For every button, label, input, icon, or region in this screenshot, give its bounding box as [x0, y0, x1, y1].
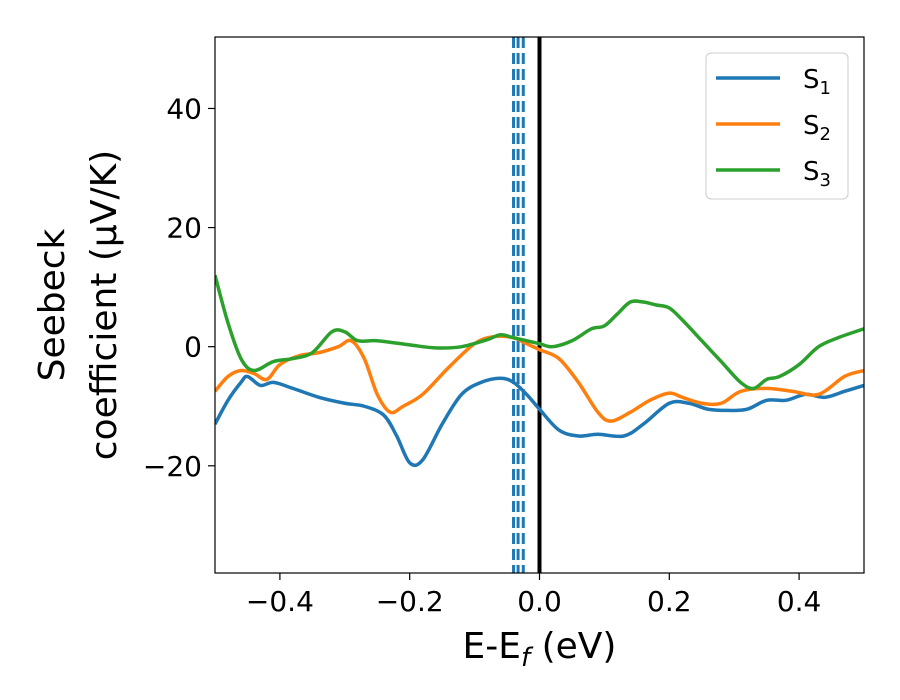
x-tick-label: 0.4 — [777, 585, 822, 618]
x-axis-title-unit: (eV) — [530, 626, 616, 667]
y-tick-label: 20 — [166, 212, 202, 245]
x-tick-label: 0.2 — [647, 585, 692, 618]
x-axis-title-main: E-E — [463, 626, 521, 667]
legend: S1 S2 S3 — [705, 52, 849, 200]
y-axis-title-line2: coefficient (μV/K) — [84, 150, 125, 460]
series-lines — [215, 274, 864, 468]
y-axis-ticks: −20 0 20 40 — [143, 92, 215, 483]
legend-label-s2: S2 — [803, 111, 831, 145]
y-tick-label: 0 — [184, 331, 202, 364]
x-tick-label: 0.0 — [517, 585, 562, 618]
legend-box — [705, 52, 849, 200]
y-tick-label: −20 — [143, 450, 202, 483]
x-axis-title: E-Ef (eV) — [463, 626, 617, 673]
series-line-s1 — [215, 374, 864, 468]
x-tick-label: −0.2 — [376, 585, 444, 618]
legend-label-s3: S3 — [803, 157, 831, 191]
y-axis-title: Seebeck coefficient (μV/K) — [32, 150, 125, 460]
legend-label-s1: S1 — [803, 65, 831, 99]
reference-lines — [512, 37, 542, 573]
series-line-s3 — [215, 274, 864, 391]
y-tick-label: 40 — [166, 92, 202, 125]
x-tick-label: −0.4 — [246, 585, 314, 618]
x-axis-ticks: −0.4 −0.2 0.0 0.2 0.4 — [246, 573, 821, 618]
y-axis-title-line1: Seebeck — [32, 228, 73, 381]
